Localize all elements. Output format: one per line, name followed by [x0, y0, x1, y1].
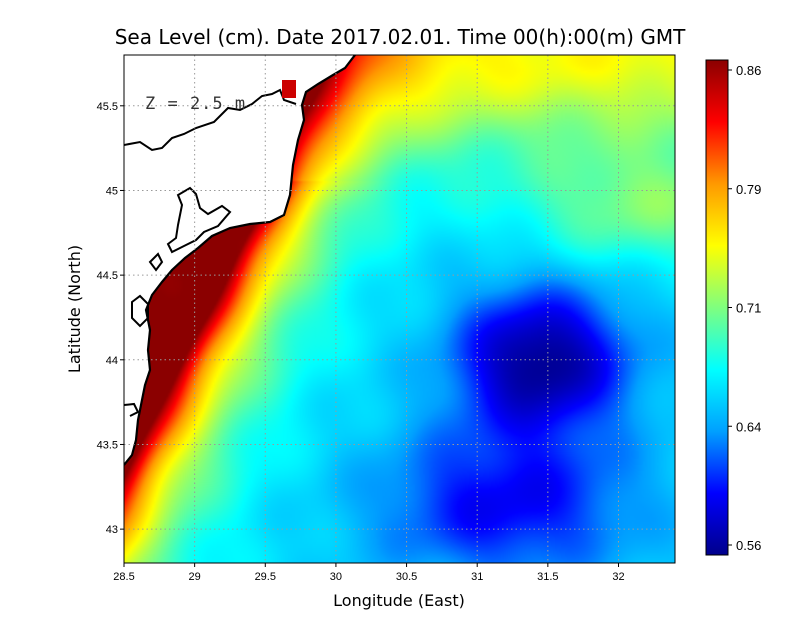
danube-delta-outline [124, 88, 297, 152]
colorbar-tick-label: 0.64 [736, 419, 761, 434]
coastal-lake-outline [131, 294, 149, 328]
x-tick-label: 31.5 [537, 571, 558, 583]
colorbar-ticks: 0.86 0.79 0.71 0.64 0.56 [728, 63, 761, 553]
x-tick-label: 31 [471, 571, 483, 583]
coastal-lake-outline-3 [148, 252, 164, 272]
colorbar-tick-label: 0.71 [736, 301, 761, 316]
y-tick-label: 43.5 [97, 439, 118, 451]
y-tick-label: 44 [106, 355, 118, 367]
x-tick-label: 30.5 [396, 571, 417, 583]
razelm-lagoon-outline [166, 186, 232, 254]
chart-title: Sea Level (cm). Date 2017.02.01. Time 00… [115, 25, 686, 49]
colorbar-tick-label: 0.79 [736, 182, 761, 197]
x-tick-label: 29 [189, 571, 201, 583]
y-tick-label: 43 [106, 524, 118, 536]
x-axis-label: Longitude (East) [333, 591, 465, 610]
x-axis-ticks: 28.5 29 29.5 30 30.5 31 31.5 32 [113, 563, 625, 583]
y-tick-label: 45.5 [97, 101, 118, 113]
x-tick-label: 30 [330, 571, 342, 583]
coastline [124, 55, 356, 466]
y-tick-label: 44.5 [97, 270, 118, 282]
y-axis-label: Latitude (North) [65, 245, 84, 373]
x-tick-label: 28.5 [113, 571, 134, 583]
colorbar-tick-label: 0.56 [736, 538, 761, 553]
land-area [124, 55, 355, 465]
grid-lines [124, 55, 675, 563]
y-axis-ticks: 43 43.5 44 44.5 45 45.5 [97, 101, 124, 536]
depth-annotation: Z = 2.5 m [145, 94, 246, 114]
x-tick-label: 29.5 [255, 571, 276, 583]
plot-frame [123, 54, 676, 564]
coastal-lake-outline-2 [124, 402, 140, 417]
colorbar-tick-label: 0.86 [736, 63, 761, 78]
coast-red-cell [282, 80, 296, 98]
colorbar [705, 59, 729, 556]
y-tick-label: 45 [106, 185, 118, 197]
x-tick-label: 32 [612, 571, 624, 583]
